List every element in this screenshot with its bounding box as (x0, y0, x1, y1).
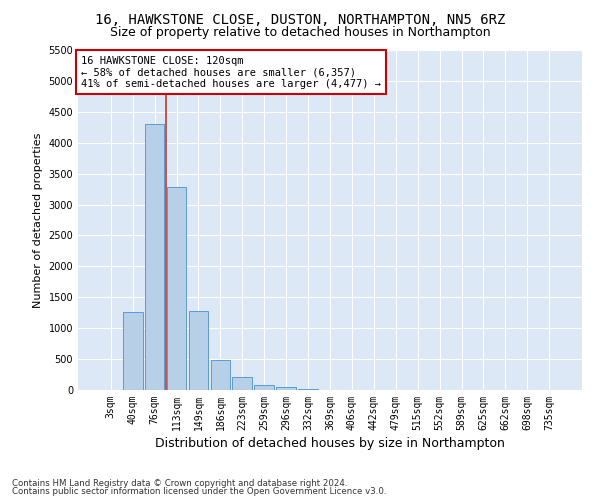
Text: 16, HAWKSTONE CLOSE, DUSTON, NORTHAMPTON, NN5 6RZ: 16, HAWKSTONE CLOSE, DUSTON, NORTHAMPTON… (95, 12, 505, 26)
Bar (276, 386, 296, 390)
Bar (188, 312, 208, 390)
X-axis label: Distribution of detached houses by size in Northampton: Distribution of detached houses by size … (155, 437, 505, 450)
Text: 16 HAWKSTONE CLOSE: 120sqm
← 58% of detached houses are smaller (6,357)
41% of s: 16 HAWKSTONE CLOSE: 120sqm ← 58% of deta… (81, 56, 381, 89)
Bar (123, 312, 143, 390)
Bar (298, 389, 318, 390)
Bar (232, 376, 252, 390)
Bar (211, 360, 230, 390)
Bar (167, 187, 187, 390)
Text: Contains HM Land Registry data © Crown copyright and database right 2024.: Contains HM Land Registry data © Crown c… (12, 478, 347, 488)
Bar (145, 124, 164, 390)
Text: Contains public sector information licensed under the Open Government Licence v3: Contains public sector information licen… (12, 488, 386, 496)
Bar (254, 386, 274, 390)
Y-axis label: Number of detached properties: Number of detached properties (33, 132, 43, 308)
Text: Size of property relative to detached houses in Northampton: Size of property relative to detached ho… (110, 26, 490, 39)
